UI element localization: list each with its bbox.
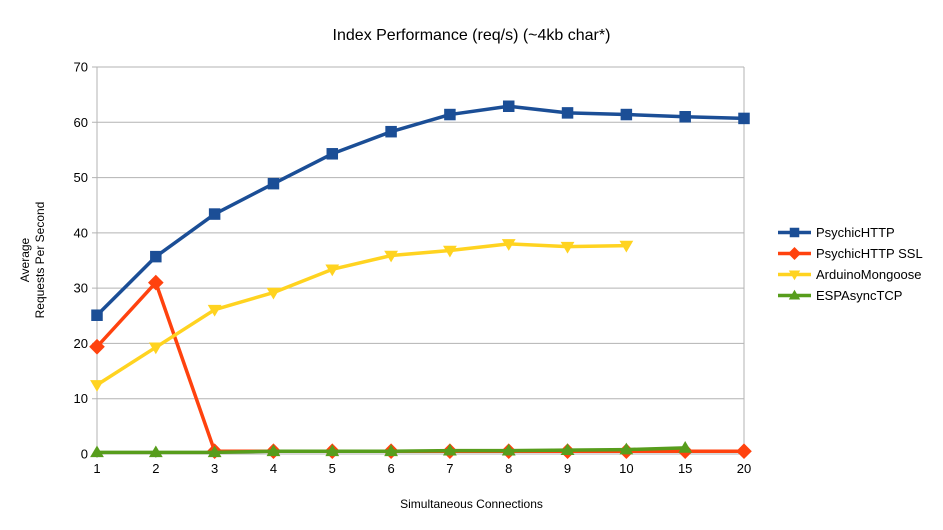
marker-triangle-up-icon	[148, 445, 163, 458]
legend-item: PsychicHTTP SSL	[778, 243, 923, 264]
legend-label: ESPAsyncTCP	[816, 288, 903, 303]
y-tick-label: 0	[81, 447, 88, 462]
legend-item: ArduinoMongoose	[778, 264, 923, 285]
x-tick-label: 3	[211, 461, 218, 476]
x-tick-label: 4	[270, 461, 277, 476]
marker-triangle-down-icon	[384, 250, 398, 263]
marker-triangle-up-icon	[325, 444, 340, 457]
marker-square-icon	[679, 111, 691, 123]
legend-label: ArduinoMongoose	[816, 267, 922, 282]
y-tick-label: 70	[74, 60, 88, 75]
legend-triangle-up-icon	[788, 289, 801, 300]
x-tick-label: 2	[152, 461, 159, 476]
legend-label: PsychicHTTP SSL	[816, 246, 923, 261]
marker-square-icon	[267, 177, 280, 190]
marker-triangle-down-icon	[501, 239, 516, 251]
marker-triangle-down-icon	[443, 245, 457, 258]
marker-triangle-down-icon	[560, 241, 575, 254]
marker-square-icon	[620, 108, 633, 121]
series-line-0	[95, 104, 746, 317]
legend-item: ESPAsyncTCP	[778, 285, 923, 306]
x-tick-label: 20	[737, 461, 751, 476]
legend-swatch	[778, 289, 811, 300]
marker-square-icon	[91, 309, 103, 321]
marker-triangle-up-icon	[678, 441, 693, 453]
marker-diamond-icon	[89, 338, 105, 355]
marker-triangle-down-icon	[325, 264, 340, 277]
y-tick-label: 30	[74, 281, 88, 296]
series-line-2	[95, 242, 629, 387]
y-tick-label: 40	[74, 225, 88, 240]
marker-triangle-up-icon	[560, 443, 575, 455]
series-line-1	[95, 280, 746, 453]
marker-triangle-up-icon	[384, 444, 398, 457]
marker-triangle-up-icon	[207, 445, 222, 458]
x-tick-label: 8	[505, 461, 512, 476]
legend-swatch	[778, 227, 811, 238]
legend-item: PsychicHTTP	[778, 222, 923, 243]
marker-square-icon	[326, 148, 339, 160]
legend-swatch	[778, 247, 811, 260]
marker-square-icon	[738, 112, 750, 125]
y-axis-title: Average Requests Per Second	[18, 201, 47, 319]
x-tick-label: 5	[329, 461, 336, 476]
x-tick-label: 6	[387, 461, 394, 476]
marker-square-icon	[561, 107, 574, 119]
x-tick-label: 9	[564, 461, 571, 476]
marker-triangle-down-icon	[266, 287, 281, 300]
marker-square-icon	[502, 100, 515, 113]
marker-square-icon	[208, 208, 221, 220]
marker-square-icon	[444, 108, 456, 121]
legend-square-icon	[789, 227, 800, 238]
legend-diamond-icon	[788, 247, 801, 260]
legend-swatch	[778, 270, 811, 281]
y-tick-label: 50	[74, 170, 88, 185]
legend-triangle-down-icon	[788, 270, 801, 281]
y-tick-label: 20	[74, 336, 88, 351]
chart-title: Index Performance (req/s) (~4kb char*)	[332, 27, 611, 44]
x-tick-label: 1	[93, 461, 100, 476]
marker-triangle-up-icon	[266, 444, 281, 457]
marker-triangle-down-icon	[619, 240, 634, 253]
marker-triangle-down-icon	[207, 304, 222, 317]
legend: PsychicHTTP PsychicHTTP SSL ArduinoMongoos…	[778, 222, 923, 306]
marker-diamond-icon	[736, 443, 752, 460]
legend-label: PsychicHTTP	[816, 225, 895, 240]
marker-triangle-up-icon	[90, 445, 104, 458]
marker-diamond-icon	[147, 274, 164, 291]
marker-square-icon	[150, 250, 162, 263]
marker-triangle-up-icon	[443, 443, 457, 456]
marker-triangle-down-icon	[148, 342, 163, 355]
x-axis-title: Simultaneous Connections	[400, 497, 543, 511]
marker-triangle-down-icon	[90, 380, 104, 392]
marker-triangle-up-icon	[501, 443, 516, 456]
marker-square-icon	[385, 125, 397, 138]
marker-triangle-up-icon	[619, 442, 634, 455]
y-tick-label: 10	[74, 391, 88, 406]
x-tick-label: 15	[678, 461, 692, 476]
y-tick-label: 60	[74, 115, 88, 130]
x-tick-label: 7	[446, 461, 453, 476]
x-tick-label: 10	[619, 461, 633, 476]
